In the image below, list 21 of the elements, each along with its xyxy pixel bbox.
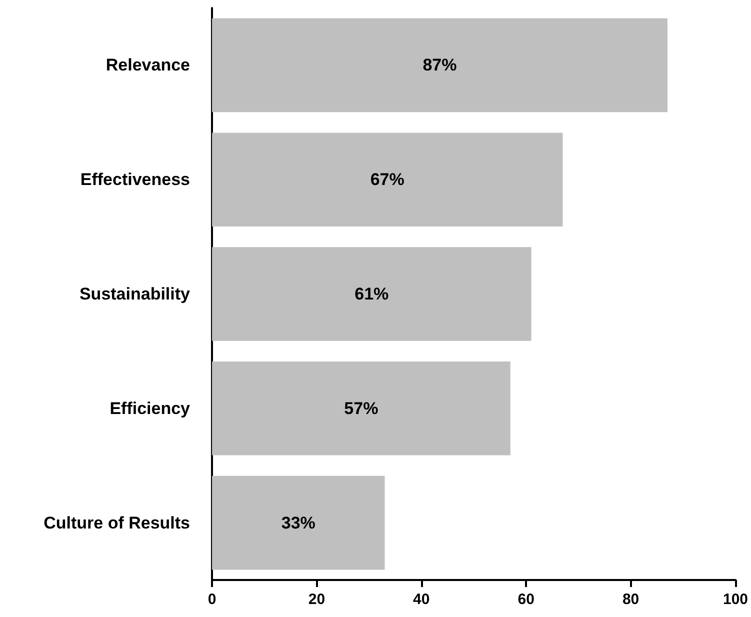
bar xyxy=(212,132,563,227)
y-tick-label: Culture of Results xyxy=(44,513,190,532)
y-tick-label: Sustainability xyxy=(79,284,191,304)
x-tick-label: 100 xyxy=(722,591,748,608)
y-tick-label: Efficiency xyxy=(110,398,191,418)
data-label: 33% xyxy=(281,513,316,532)
data-label: 87% xyxy=(422,56,457,75)
bar xyxy=(212,247,532,341)
data-label: 67% xyxy=(370,170,404,190)
x-tick-label: 60 xyxy=(518,591,534,608)
x-tick-label: 20 xyxy=(308,591,326,608)
bar xyxy=(212,361,510,456)
bar xyxy=(212,476,385,570)
x-tick-label: 80 xyxy=(622,591,640,608)
data-label: 57% xyxy=(344,398,378,418)
x-tick-label: 0 xyxy=(208,591,216,608)
bar xyxy=(212,18,668,112)
data-label: 61% xyxy=(354,284,389,304)
y-tick-label: Effectiveness xyxy=(80,170,190,190)
y-tick-label: Relevance xyxy=(106,56,190,75)
x-tick-label: 40 xyxy=(413,591,430,608)
